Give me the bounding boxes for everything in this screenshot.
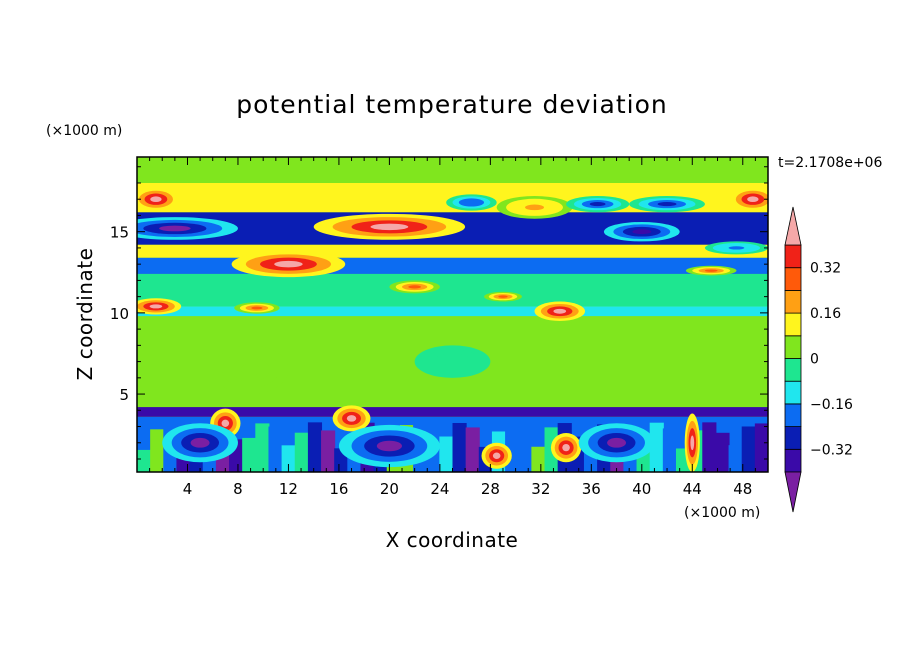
field-feature-9-3 xyxy=(465,200,478,205)
field-cell-12 xyxy=(294,432,309,472)
field-feature-1-3 xyxy=(159,225,191,232)
x-tick-label: 20 xyxy=(380,480,399,498)
field-feature-4-3 xyxy=(747,196,759,203)
y-tick-label: 15 xyxy=(110,224,129,242)
colorbar-box xyxy=(784,267,802,291)
x-tick-label: 24 xyxy=(430,480,449,498)
field-cell-45 xyxy=(728,445,743,472)
field-feature-16-3 xyxy=(728,246,745,250)
colorbar-box xyxy=(784,244,802,269)
colorbar-label: 0.32 xyxy=(810,261,841,277)
colorbar-box xyxy=(784,358,802,382)
colorbar-box xyxy=(784,289,802,314)
colorbar-label: −0.32 xyxy=(810,442,853,458)
field-feature-2-3 xyxy=(274,260,303,268)
x-tick-label: 36 xyxy=(582,480,601,498)
field-cell-25 xyxy=(465,427,480,472)
y-axis-ticks: 5 10 15 xyxy=(110,166,768,460)
y-tick-label: 10 xyxy=(110,305,129,323)
field-cell-1 xyxy=(150,429,165,472)
colorbar-label: −0.16 xyxy=(810,397,853,413)
field-feature-22-3 xyxy=(376,440,403,452)
x-axis-label: X coordinate xyxy=(386,528,519,552)
y-unit-label: (×1000 m) xyxy=(46,123,122,139)
field-feature-26-3 xyxy=(241,363,261,376)
field-feature-21-3 xyxy=(690,435,695,451)
field-feature-11-3 xyxy=(251,306,263,310)
field-cell-29 xyxy=(518,431,533,472)
field-feature-7-3 xyxy=(589,202,606,207)
field-feature-3-3 xyxy=(150,196,162,203)
x-tick-label: 16 xyxy=(329,480,348,498)
field-feature-18-3 xyxy=(346,415,357,422)
field-cell-44 xyxy=(715,432,730,472)
field-feature-12-3 xyxy=(408,285,421,289)
field-cell-47 xyxy=(754,423,768,472)
field-cell-40 xyxy=(662,428,677,472)
field-feature-6-3 xyxy=(632,229,652,235)
x-tick-label: 32 xyxy=(531,480,550,498)
colorbar-label: 0.16 xyxy=(810,306,841,322)
field-feature-24-3 xyxy=(607,437,627,448)
field-feature-23-3 xyxy=(190,437,210,448)
field-cell-43 xyxy=(702,422,717,472)
x-tick-label: 28 xyxy=(481,480,500,498)
field-cell-46 xyxy=(741,426,756,472)
field-feature-19-3 xyxy=(492,452,501,460)
field-feature-15-3 xyxy=(704,269,718,272)
colorbar-box xyxy=(784,380,802,405)
chart-title: potential temperature deviation xyxy=(236,90,667,119)
colorbar-box xyxy=(784,312,802,337)
field-feature-10-3 xyxy=(149,304,163,309)
field-band-4 xyxy=(137,273,768,307)
field-feature-8-3 xyxy=(657,202,677,207)
y-tick-label: 5 xyxy=(119,386,129,404)
plot-area xyxy=(136,156,769,473)
x-unit-label: (×1000 m) xyxy=(684,505,760,521)
colorbar-top-arrow xyxy=(784,206,802,246)
field-feature-17-3 xyxy=(221,419,230,427)
x-tick-label: 8 xyxy=(233,480,243,498)
colorbar: 0.32 0.16 0 −0.16 −0.32 xyxy=(784,206,853,513)
x-tick-label: 12 xyxy=(279,480,298,498)
colorbar-bottom-arrow xyxy=(784,471,802,513)
field-cell-11 xyxy=(281,445,296,472)
field-feature-20-3 xyxy=(562,443,570,452)
field-cell-39 xyxy=(649,422,664,472)
field-band-3 xyxy=(137,306,768,317)
field-feature-5-3 xyxy=(525,204,544,211)
x-tick-label: 40 xyxy=(632,480,651,498)
field-feature-14-3 xyxy=(498,295,508,298)
field-band-6 xyxy=(137,244,768,258)
y-axis-label: Z coordinate xyxy=(73,248,97,381)
colorbar-box xyxy=(784,426,802,450)
time-label: t=2.1708e+06 xyxy=(778,155,882,171)
x-tick-label: 4 xyxy=(183,480,193,498)
field-feature-13-3 xyxy=(553,308,567,314)
field-cell-30 xyxy=(531,446,546,472)
field-band-9 xyxy=(137,157,768,183)
field-feature-0-3 xyxy=(370,223,409,231)
field-cell-9 xyxy=(255,423,270,472)
x-axis-ticks: 4 8 12 16 20 24 28 32 36 40 44 48 xyxy=(149,157,756,498)
field-cell-8 xyxy=(242,437,257,472)
colorbar-box xyxy=(784,448,802,473)
field-cell-13 xyxy=(307,422,323,472)
colorbar-box xyxy=(784,403,802,427)
field-cell-14 xyxy=(321,430,336,472)
field-band-1 xyxy=(137,407,768,417)
field-cell-10 xyxy=(268,426,283,472)
field-feature-25-3 xyxy=(443,357,462,366)
field-cell-24 xyxy=(452,422,467,472)
x-tick-label: 48 xyxy=(733,480,752,498)
field-cell-0 xyxy=(137,449,152,472)
colorbar-box xyxy=(784,335,802,359)
x-tick-label: 44 xyxy=(683,480,702,498)
colorbar-label: 0 xyxy=(810,352,819,368)
field-cell-23 xyxy=(439,436,454,472)
field-band-5 xyxy=(137,257,768,274)
